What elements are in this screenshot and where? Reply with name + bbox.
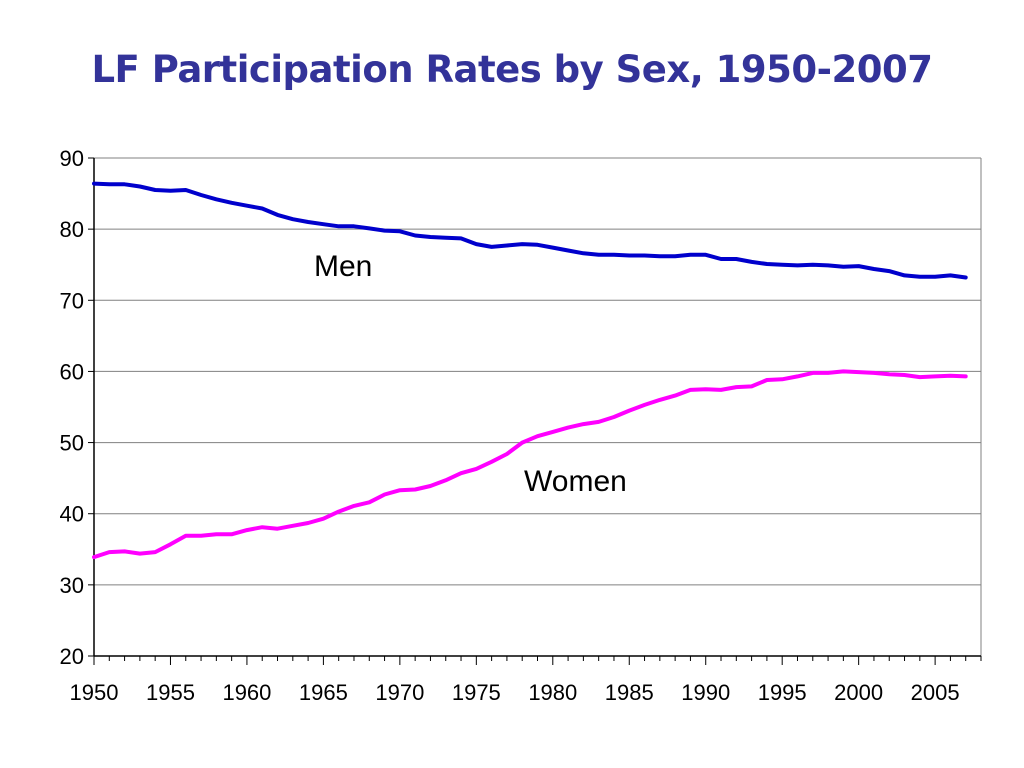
y-tick-label: 40 xyxy=(60,502,84,527)
x-tick-label: 1990 xyxy=(681,680,730,705)
x-tick-label: 1950 xyxy=(70,680,119,705)
series-layer xyxy=(92,181,968,560)
y-tick-label: 30 xyxy=(60,573,84,598)
y-tick-label: 50 xyxy=(60,431,84,456)
y-tick-label: 60 xyxy=(60,359,84,384)
x-tick-label: 1970 xyxy=(375,680,424,705)
x-tick-label: 1965 xyxy=(299,680,348,705)
x-tick-label: 1995 xyxy=(758,680,807,705)
men-series-annotation: Men xyxy=(314,250,372,283)
y-tick-label: 20 xyxy=(60,644,84,669)
x-tick-label: 2000 xyxy=(834,680,883,705)
x-tick-label: 1980 xyxy=(528,680,577,705)
x-tick-label: 1985 xyxy=(605,680,654,705)
y-tick-label: 70 xyxy=(60,288,84,313)
axes: 20 30 40 50 60 70 80 90 1950 1955 1960 1965 1970 1975… xyxy=(60,146,982,705)
x-tick-label: 1955 xyxy=(146,680,195,705)
y-tick-label: 80 xyxy=(60,217,84,242)
y-tick-label: 90 xyxy=(60,146,84,171)
x-tick-label: 2005 xyxy=(911,680,960,705)
women-series-annotation: Women xyxy=(524,465,627,498)
series-line-men xyxy=(92,181,968,280)
series-line-women xyxy=(92,369,968,560)
grid-lines xyxy=(94,157,982,656)
chart-title: LF Participation Rates by Sex, 1950-2007 xyxy=(91,48,933,91)
x-tick-label: 1960 xyxy=(222,680,271,705)
x-tick-label: 1975 xyxy=(452,680,501,705)
